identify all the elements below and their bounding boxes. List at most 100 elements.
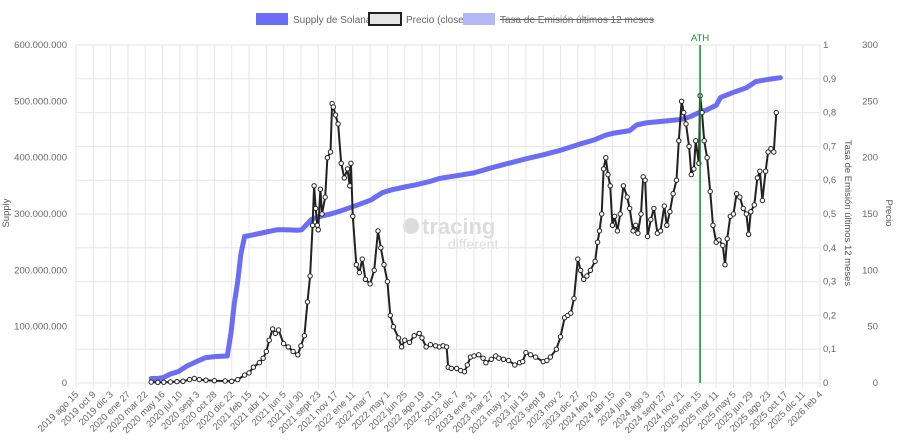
legend-item-supply[interactable]: Supply de Solana xyxy=(256,13,372,26)
legend[interactable]: Supply de Solana Precio (close) Tasa de … xyxy=(256,12,654,26)
y-axis-left-title: Supply xyxy=(1,198,12,227)
precio-point xyxy=(584,273,590,279)
precio-point xyxy=(211,378,218,384)
precio-point xyxy=(624,194,630,200)
legend-item-tasa[interactable]: Tasa de Emisión últimos 12 meses xyxy=(463,13,654,26)
precio-point xyxy=(395,335,402,341)
precio-point xyxy=(737,194,743,200)
precio-point xyxy=(229,378,235,384)
y-right1-tick-label: 0,3 xyxy=(823,277,836,288)
precio-point xyxy=(191,375,198,382)
y-right2-tick-label: 50 xyxy=(867,322,878,333)
precio-point xyxy=(754,175,761,181)
precio-point xyxy=(635,230,641,236)
precio-point xyxy=(730,211,737,217)
precio-point xyxy=(375,228,381,234)
watermark: tracing different xyxy=(403,214,498,252)
precio-point xyxy=(740,205,746,212)
precio-point xyxy=(614,228,621,234)
precio-point xyxy=(275,327,282,333)
precio-point xyxy=(691,166,697,172)
precio-point xyxy=(627,205,633,212)
precio-point xyxy=(344,166,351,172)
precio-point xyxy=(186,376,193,383)
precio-point xyxy=(378,245,384,251)
precio-point xyxy=(571,295,577,302)
precio-point xyxy=(263,348,269,355)
precio-point xyxy=(581,276,587,282)
y-right1-tick-label: 0,2 xyxy=(823,310,836,321)
precio-point xyxy=(557,334,564,340)
precio-point xyxy=(338,160,344,167)
precio-point xyxy=(290,348,296,355)
precio-point xyxy=(683,121,689,127)
precio-point xyxy=(664,222,670,229)
y-right2-tick-label: 250 xyxy=(862,96,878,107)
precio-point xyxy=(722,262,728,268)
precio-point xyxy=(317,186,324,192)
precio-point xyxy=(350,213,356,220)
legend-swatch-supply xyxy=(256,13,288,25)
precio-point xyxy=(762,168,769,174)
grid xyxy=(75,44,821,388)
precio-point xyxy=(196,376,203,383)
ath-label: ATH xyxy=(691,33,709,44)
legend-label-tasa: Tasa de Emisión últimos 12 meses xyxy=(500,15,654,26)
precio-point xyxy=(269,326,276,332)
precio-point xyxy=(322,194,328,200)
precio-point xyxy=(733,191,740,197)
precio-point xyxy=(371,267,377,273)
precio-point xyxy=(716,237,722,243)
precio-point xyxy=(307,273,313,279)
precio-point xyxy=(599,211,605,217)
precio-point xyxy=(402,337,408,343)
y-right1-tick-label: 0 xyxy=(823,378,828,389)
precio-point xyxy=(359,256,365,262)
precio-point xyxy=(381,262,387,268)
precio-point xyxy=(423,344,429,350)
legend-item-precio[interactable]: Precio (close) xyxy=(368,12,467,26)
y-right1-tick-label: 0,8 xyxy=(823,108,836,119)
precio-point xyxy=(532,354,539,360)
ath-annotation: ATH xyxy=(691,33,709,383)
supply-line xyxy=(148,75,783,381)
series-precio xyxy=(148,93,779,385)
precio-point xyxy=(577,267,584,273)
watermark-line1: tracing xyxy=(422,214,495,239)
precio-point xyxy=(670,191,676,197)
precio-point xyxy=(313,205,319,212)
precio-point xyxy=(148,379,154,385)
precio-point xyxy=(332,112,339,118)
precio-point xyxy=(327,149,334,155)
precio-point xyxy=(419,335,425,341)
precio-point xyxy=(266,337,272,343)
y-right1-tick-label: 0,1 xyxy=(823,344,836,355)
precio-point xyxy=(630,228,636,234)
precio-point xyxy=(547,354,554,360)
precio-point xyxy=(496,355,502,361)
y-left-tick-label: 100.000.000 xyxy=(14,322,67,333)
watermark-logo-icon xyxy=(403,218,419,234)
precio-point xyxy=(362,276,369,282)
y-right1-tick-label: 0,5 xyxy=(823,209,836,220)
precio-point xyxy=(759,197,766,204)
precio-point xyxy=(250,364,257,370)
precio-point xyxy=(180,378,186,384)
legend-swatch-precio xyxy=(368,12,402,26)
precio-point xyxy=(315,227,321,233)
legend-label-supply: Supply de Solana xyxy=(293,15,372,26)
precio-point xyxy=(520,358,526,365)
precio-point xyxy=(280,340,287,347)
y-axis-right2-title: Precio xyxy=(883,200,894,227)
precio-point xyxy=(448,365,454,372)
precio-point xyxy=(527,352,534,358)
y-axis-right1-labels: 0 0,1 0,2 0,3 0,4 0,5 0,6 0,7 0,8 0,9 1 xyxy=(823,40,836,389)
legend-swatch-tasa xyxy=(463,13,495,25)
y-right2-tick-label: 150 xyxy=(862,209,878,220)
precio-point xyxy=(603,155,609,161)
precio-point xyxy=(596,228,603,234)
precio-point xyxy=(743,211,750,217)
precio-point xyxy=(464,362,470,368)
precio-point xyxy=(260,355,266,361)
